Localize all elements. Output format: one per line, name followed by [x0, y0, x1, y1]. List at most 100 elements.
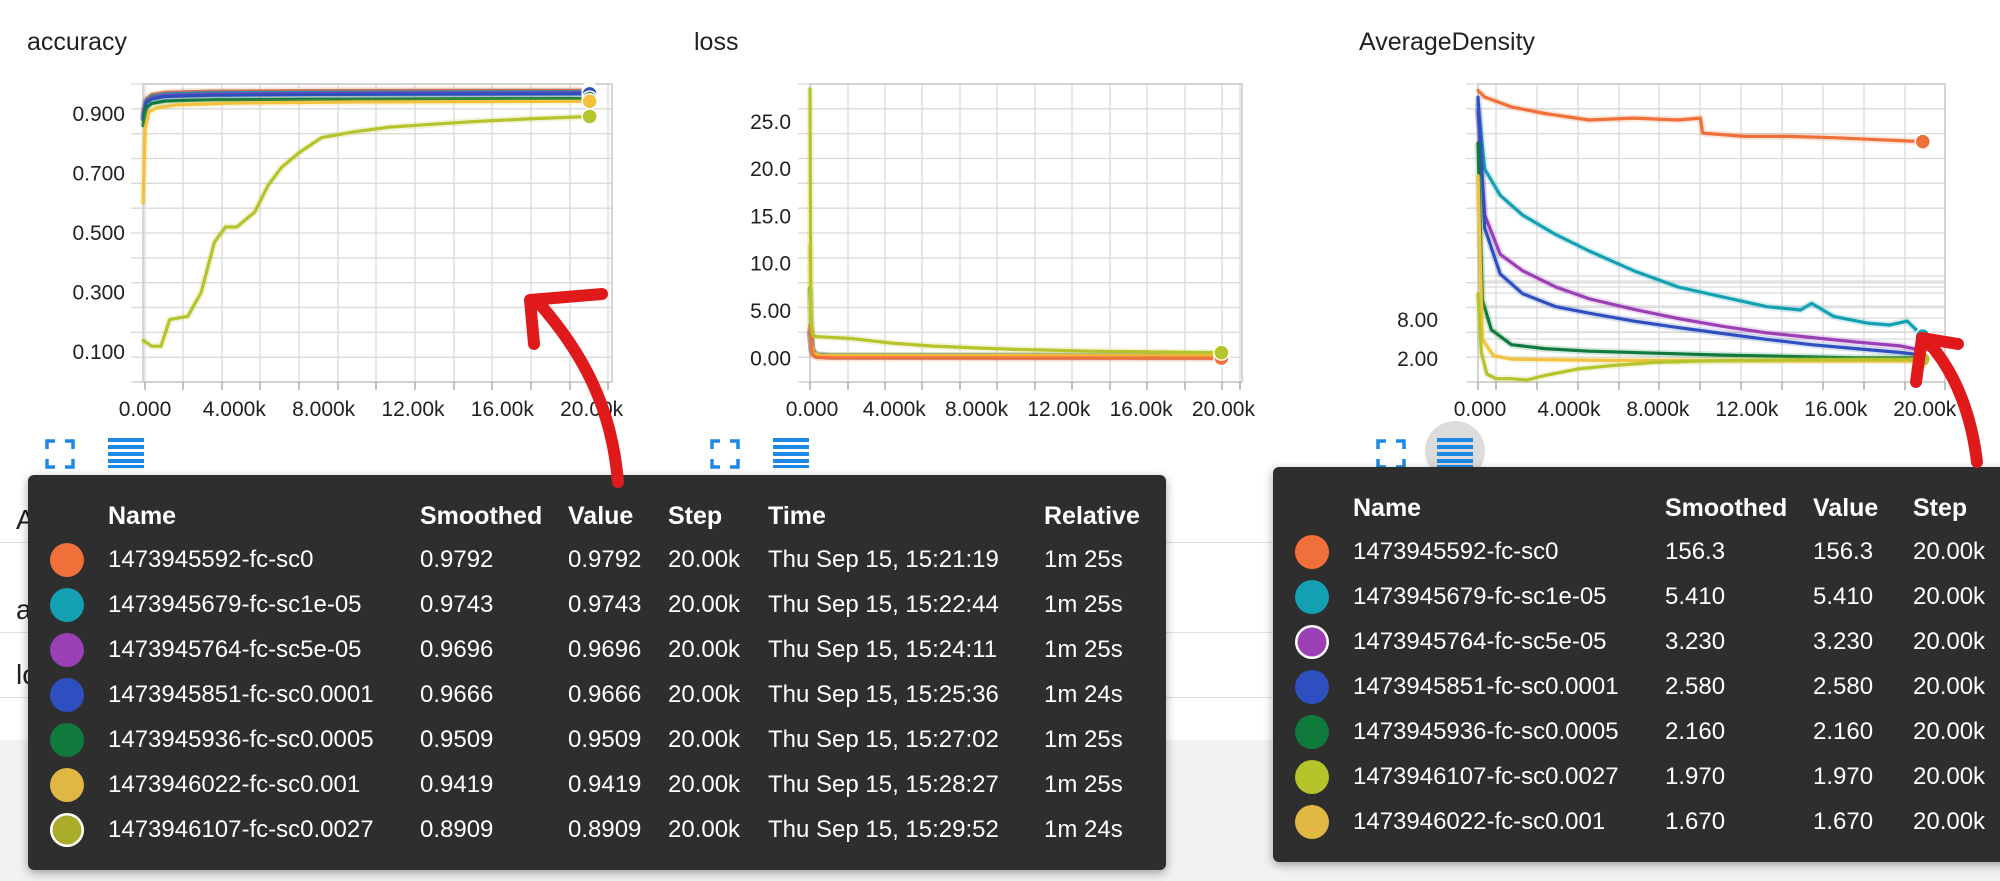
x-tick-label: 16.00k [1110, 398, 1174, 421]
series-halo [806, 287, 1222, 359]
density-tooltip-rows: 1473945592-fc-sc0 156.3 156.3 20.00k 1473945… [1273, 529, 2000, 844]
cell-smoothed: 3.230 [1665, 627, 1726, 655]
tooltip-row: 1473945592-fc-sc0 0.9792 0.9792 20.00k Thu S… [28, 537, 1153, 582]
run-color-dot [50, 542, 84, 577]
tooltip-row: 1473945679-fc-sc1e-05 0.9743 0.9743 20.00k T… [28, 582, 1153, 627]
cell-step: 20.00k [1913, 807, 1986, 835]
cell-time: Thu Sep 15, 15:24:11 [768, 635, 998, 663]
series-line-1473946107-fc-sc0.0027[interactable] [1476, 292, 1925, 382]
x-tick-label: 4.000k [1537, 398, 1601, 421]
series-line-1473946107-fc-sc0.0027[interactable] [141, 114, 592, 348]
y-tick-label: 0.700 [72, 162, 125, 185]
cell-smoothed: 0.8909 [420, 815, 494, 843]
cell-name: 1473945851-fc-sc0.0001 [1353, 672, 1619, 700]
series-line-1473945936-fc-sc0.0005[interactable] [808, 285, 1224, 358]
list-icon[interactable] [108, 436, 144, 468]
cell-step: 20.00k [1913, 717, 1986, 745]
cell-time: Thu Sep 15, 15:28:27 [768, 770, 999, 798]
accuracy-tooltip: Name Smoothed Value Step Time Relative 1… [28, 475, 1166, 870]
fullscreen-icon[interactable] [44, 438, 76, 470]
x-tick-label: 12.00k [381, 398, 445, 421]
series-line-1473945679-fc-sc1e-05[interactable] [1476, 101, 1925, 338]
cell-value: 1.670 [1813, 807, 1874, 835]
cell-name: 1473946107-fc-sc0.0027 [108, 815, 374, 843]
cell-value: 0.9792 [568, 545, 642, 573]
series-line-1473946107-fc-sc0.0027[interactable] [808, 87, 1224, 355]
density-tooltip: Name Smoothed Value Step 1473945592-fc-s… [1273, 467, 2000, 862]
accuracy-tooltip-table: Name Smoothed Value Step Time Relative 1… [28, 495, 1153, 852]
name-header: Name [108, 501, 177, 530]
x-tick-label: 20.00k [1192, 398, 1256, 421]
fullscreen-icon[interactable] [1375, 438, 1407, 470]
cell-relative: 1m 25s [1044, 725, 1123, 753]
run-color-cell [1273, 799, 1344, 844]
cell-time: Thu Sep 15, 15:27:02 [768, 725, 999, 753]
fullscreen-icon[interactable] [709, 438, 741, 470]
relative-header: Relative [1044, 501, 1140, 530]
cell-name: 1473945679-fc-sc1e-05 [108, 590, 362, 618]
cell-smoothed: 1.970 [1665, 762, 1726, 790]
cell-value: 1.970 [1813, 762, 1874, 790]
x-tick-label: 12.00k [1027, 398, 1091, 421]
cell-value: 0.8909 [568, 815, 642, 843]
chart-title: loss [694, 28, 738, 56]
series-line-1473945936-fc-sc0.0005[interactable] [1476, 141, 1925, 360]
y-tick-label: 0.300 [72, 282, 125, 305]
tooltip-row: 1473945764-fc-sc5e-05 0.9696 0.9696 20.00k T… [28, 627, 1153, 672]
value-header: Value [1813, 493, 1879, 522]
cell-value: 2.580 [1813, 672, 1874, 700]
cell-name: 1473945936-fc-sc0.0005 [1353, 717, 1619, 745]
cell-step: 20.00k [668, 680, 741, 708]
density-tooltip-table: Name Smoothed Value Step 1473945592-fc-s… [1273, 487, 2000, 844]
cell-relative: 1m 25s [1044, 635, 1123, 663]
run-color-cell [28, 582, 99, 627]
time-header: Time [768, 501, 826, 530]
cell-smoothed: 5.410 [1665, 582, 1726, 610]
list-icon[interactable] [1437, 436, 1473, 468]
tooltip-row: 1473945851-fc-sc0.0001 2.580 2.580 20.00k [1273, 664, 2000, 709]
run-color-dot [50, 722, 84, 757]
cell-step: 20.00k [1913, 582, 1986, 610]
series-line-1473945592-fc-sc0[interactable] [808, 323, 1224, 360]
cell-step: 20.00k [668, 815, 741, 843]
chart-title: AverageDensity [1359, 28, 1536, 56]
series-line-1473945936-fc-sc0.0005[interactable] [141, 96, 592, 128]
y-tick-label: 2.00 [1397, 348, 1438, 371]
cell-step: 20.00k [668, 590, 741, 618]
series-line-1473945851-fc-sc0.0001[interactable] [141, 92, 592, 122]
y-tick-label: 8.00 [1397, 309, 1438, 332]
x-tick-label: 16.00k [1804, 398, 1868, 421]
accuracy-chart: accuracy 0.100 0.300 0.500 0.700 0.900 0.000 4.… [27, 28, 624, 421]
list-icon[interactable] [773, 436, 809, 468]
smoothed-header: Smoothed [420, 501, 543, 530]
cell-value: 0.9743 [568, 590, 642, 618]
cell-relative: 1m 25s [1044, 545, 1123, 573]
run-color-cell [1273, 709, 1344, 754]
cell-name: 1473945679-fc-sc1e-05 [1353, 582, 1607, 610]
name-header: Name [1353, 493, 1422, 522]
cell-smoothed: 2.160 [1665, 717, 1726, 745]
series-end-marker [1914, 351, 1932, 368]
y-tick-label: 0.100 [72, 341, 125, 364]
cell-name: 1473946022-fc-sc0.001 [1353, 807, 1606, 835]
series-end-marker [1213, 344, 1230, 361]
cell-relative: 1m 25s [1044, 590, 1123, 618]
y-tick-label: 10.0 [750, 253, 791, 276]
series-line-1473945851-fc-sc0.0001[interactable] [1476, 95, 1925, 357]
run-color-cell [1273, 619, 1344, 664]
run-color-dot [50, 587, 84, 622]
series-line-1473945592-fc-sc0[interactable] [1476, 88, 1925, 144]
density-chart: AverageDensity 2.00 8.00 0.000 4.000k 8.000k 1… [1359, 28, 1957, 421]
run-color-dot [1295, 534, 1329, 569]
cell-relative: 1m 25s [1044, 770, 1123, 798]
cell-value: 0.9666 [568, 680, 642, 708]
cell-smoothed: 0.9696 [420, 635, 494, 663]
step-header: Step [668, 501, 723, 530]
cell-value: 3.230 [1813, 627, 1874, 655]
cell-value: 5.410 [1813, 582, 1874, 610]
dot-header [28, 495, 99, 537]
run-color-dot [50, 812, 84, 847]
series-line-1473945764-fc-sc5e-05[interactable] [1476, 108, 1925, 353]
series-line-1473946022-fc-sc0.001[interactable] [141, 99, 592, 205]
cell-smoothed: 0.9792 [420, 545, 494, 573]
